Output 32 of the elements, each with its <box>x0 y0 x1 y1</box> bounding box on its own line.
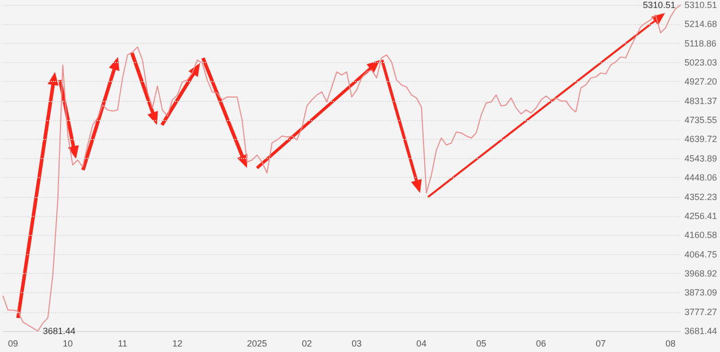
y-tick-label: 4639.72 <box>684 134 718 144</box>
y-tick-label: 3681.44 <box>684 326 718 336</box>
y-tick-label: 4831.37 <box>684 96 718 106</box>
y-tick-label: 5214.68 <box>684 19 718 30</box>
x-tick-label: 09 <box>8 338 18 348</box>
y-tick-label: 4543.89 <box>684 153 718 164</box>
x-tick-label: 11 <box>118 338 128 348</box>
y-tick-label: 3777.27 <box>684 306 718 317</box>
y-tick-label: 4160.58 <box>684 230 718 240</box>
x-tick-label: 05 <box>476 338 486 348</box>
x-tick-label: 12 <box>172 338 182 348</box>
data-label: 5310.51 <box>642 0 676 10</box>
x-tick-label: 04 <box>416 338 426 348</box>
x-tick-label: 10 <box>62 338 73 348</box>
x-tick-label: 07 <box>596 338 606 348</box>
y-tick-label: 4256.41 <box>684 210 718 221</box>
y-tick-label: 3968.92 <box>684 268 718 278</box>
y-tick-label: 4927.20 <box>684 76 718 87</box>
y-tick-label: 5023.03 <box>684 58 718 68</box>
x-tick-label: 02 <box>302 338 312 348</box>
y-tick-label: 4735.55 <box>684 115 718 126</box>
y-tick-label: 5118.86 <box>684 38 716 48</box>
x-tick-label: 03 <box>352 338 362 348</box>
y-tick-label: 4448.06 <box>684 172 718 183</box>
x-tick-label: 2025 <box>247 338 268 348</box>
y-tick-label: 3873.09 <box>684 288 718 298</box>
y-tick-label: 4352.23 <box>684 192 718 202</box>
y-tick-label: 4064.75 <box>684 249 718 260</box>
x-tick-label: 08 <box>665 338 676 348</box>
y-tick-label: 5310.51 <box>684 0 718 10</box>
x-tick-label: 06 <box>536 338 546 348</box>
data-label: 3681.44 <box>42 326 76 336</box>
